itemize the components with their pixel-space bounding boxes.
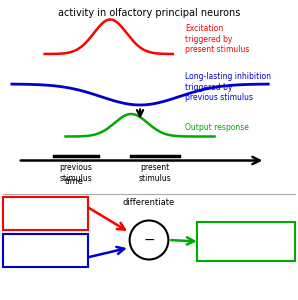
- Text: −: −: [143, 233, 155, 247]
- Text: present
stimulus: present stimulus: [139, 164, 171, 183]
- Text: present
concentration: present concentration: [19, 203, 72, 223]
- FancyBboxPatch shape: [3, 196, 88, 230]
- Text: Output response
(concentration change): Output response (concentration change): [201, 232, 291, 251]
- Text: Output response: Output response: [185, 123, 249, 132]
- Text: differentiate: differentiate: [123, 198, 175, 207]
- Text: Excitation
triggered by
present stimulus: Excitation triggered by present stimulus: [185, 24, 249, 54]
- Text: previous
stimulus: previous stimulus: [60, 164, 92, 183]
- Text: time: time: [65, 177, 84, 186]
- Text: Long-lasting inhibition
triggered by
previous stimulus: Long-lasting inhibition triggered by pre…: [185, 72, 271, 102]
- Text: activity in olfactory principal neurons: activity in olfactory principal neurons: [58, 8, 240, 17]
- FancyBboxPatch shape: [3, 234, 88, 267]
- FancyBboxPatch shape: [197, 222, 295, 261]
- Text: previous
concentration: previous concentration: [19, 241, 72, 260]
